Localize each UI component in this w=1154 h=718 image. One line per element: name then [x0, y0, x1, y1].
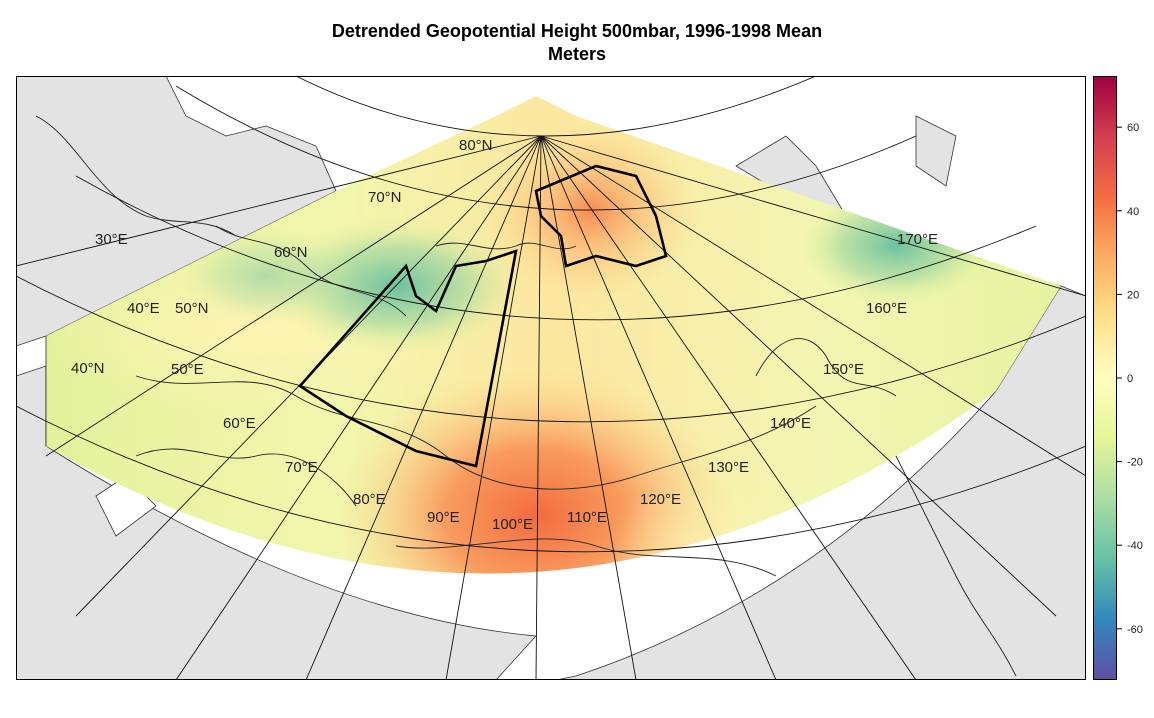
colorbar-tick-label: 60 — [1127, 122, 1139, 134]
lon-label-30e: 30°E — [95, 231, 128, 248]
lon-label-70e: 70°E — [285, 459, 318, 476]
colorbar-tick-label: -20 — [1127, 457, 1143, 469]
colorbar-tick-label: -40 — [1127, 540, 1143, 552]
lon-label-120e: 120°E — [640, 491, 681, 508]
lon-label-160e: 160°E — [866, 300, 907, 317]
lon-label-170e: 170°E — [897, 231, 938, 248]
lon-label-110e: 110°E — [567, 509, 607, 526]
land-areas — [16, 76, 1086, 680]
map-subtitle: Meters — [547, 44, 607, 64]
lon-label-50e: 50°E — [171, 361, 204, 378]
colorbar-tick-label: -60 — [1127, 624, 1143, 636]
colorbar-gradient — [1093, 76, 1117, 680]
lon-label-130e: 130°E — [708, 459, 749, 476]
lat-label-50n: 50°N — [175, 300, 209, 317]
graticule — [16, 76, 1086, 680]
lat-label-70n: 70°N — [368, 189, 402, 206]
lon-label-90e: 90°E — [427, 509, 460, 526]
lon-label-100e: 100°E — [492, 516, 533, 533]
study-region-outline — [298, 164, 668, 468]
lon-label-60e: 60°E — [223, 415, 256, 432]
lat-label-60n: 60°N — [274, 244, 308, 261]
map-frame — [16, 76, 1086, 680]
colorbar-tick-label: 40 — [1127, 206, 1139, 218]
lon-label-150e: 150°E — [823, 361, 864, 378]
lon-label-40e: 40°E — [127, 300, 160, 317]
lon-label-80e: 80°E — [353, 491, 386, 508]
colorbar: 60 40 20 0 -20 -40 -60 — [1093, 76, 1143, 680]
colorbar-tick-label: 20 — [1127, 289, 1139, 301]
lat-label-40n: 40°N — [71, 360, 105, 377]
colorbar-ticks: 60 40 20 0 -20 -40 -60 — [1117, 122, 1143, 636]
lon-label-140e: 140°E — [770, 415, 811, 432]
colorbar-tick-label: 0 — [1127, 373, 1133, 385]
map-panel: 80°N 70°N 60°N 50°N 40°N 30°E 40°E 50°E … — [16, 76, 1086, 680]
map-title: Detrended Geopotential Height 500mbar, 1… — [331, 21, 823, 41]
lat-label-80n: 80°N — [459, 137, 493, 154]
